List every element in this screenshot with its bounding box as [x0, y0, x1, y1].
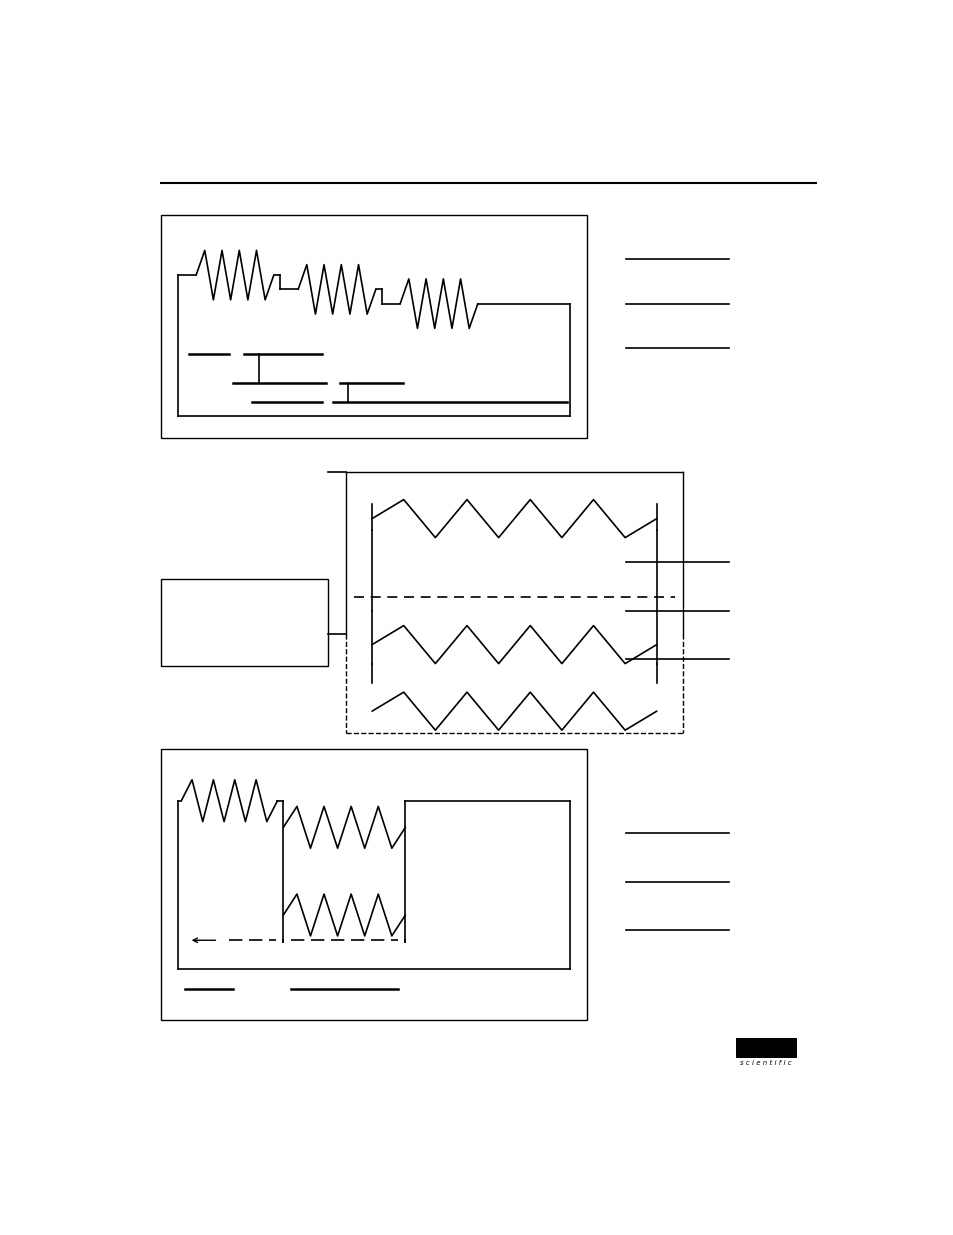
Bar	[161, 750, 586, 1020]
Bar	[161, 579, 328, 667]
Text: PASCO: PASCO	[737, 1040, 794, 1055]
Bar	[161, 215, 586, 438]
Text: s c i e n t i f i c: s c i e n t i f i c	[740, 1060, 791, 1066]
